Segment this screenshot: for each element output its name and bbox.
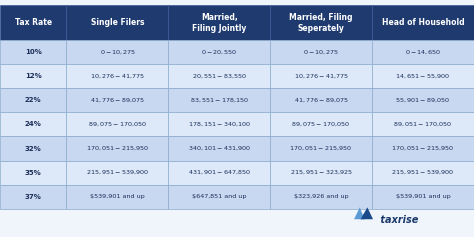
Text: $539,901 and up: $539,901 and up (90, 194, 145, 199)
Text: 24%: 24% (25, 122, 42, 128)
Text: $539,901 and up: $539,901 and up (396, 194, 450, 199)
Text: 35%: 35% (25, 169, 42, 176)
Bar (270, 160, 372, 185)
Text: $170,051 - $215,950: $170,051 - $215,950 (290, 145, 353, 152)
Text: $431,901 - $647,850: $431,901 - $647,850 (188, 169, 251, 176)
Bar (66, 5, 168, 41)
Bar (0, 160, 66, 185)
Text: $0 - $10,275: $0 - $10,275 (303, 49, 339, 56)
Text: $14,651 - $55,900: $14,651 - $55,900 (395, 73, 451, 80)
Text: $340,101 - $431,900: $340,101 - $431,900 (188, 145, 251, 152)
Bar (168, 88, 270, 113)
Bar (372, 113, 474, 137)
Text: $41,776 - $89,075: $41,776 - $89,075 (90, 97, 145, 104)
Bar (168, 64, 270, 88)
Text: Married, Filing
Seperately: Married, Filing Seperately (290, 13, 353, 33)
Bar (168, 137, 270, 160)
Bar (270, 41, 372, 64)
Text: $0 - $10,275: $0 - $10,275 (100, 49, 135, 56)
Text: $89,075 - $170,050: $89,075 - $170,050 (88, 121, 147, 128)
Bar (168, 113, 270, 137)
Bar (66, 137, 168, 160)
Bar (168, 41, 270, 64)
Bar (0, 88, 66, 113)
Text: $10,276 - $41,775: $10,276 - $41,775 (294, 73, 348, 80)
Bar (270, 137, 372, 160)
Text: $89,051 - $170,050: $89,051 - $170,050 (393, 121, 453, 128)
Bar (0, 185, 66, 209)
Bar (66, 113, 168, 137)
Bar (66, 185, 168, 209)
Text: $83,551 - $178,150: $83,551 - $178,150 (190, 97, 249, 104)
Bar (168, 160, 270, 185)
Text: 12%: 12% (25, 73, 42, 79)
Text: $0 - $20,550: $0 - $20,550 (201, 49, 237, 56)
Text: $215,951 - $323,925: $215,951 - $323,925 (290, 169, 353, 176)
Text: Single Filers: Single Filers (91, 18, 144, 27)
Bar (270, 88, 372, 113)
Bar (0, 64, 66, 88)
Text: 22%: 22% (25, 97, 42, 104)
Bar (66, 41, 168, 64)
Text: 37%: 37% (25, 194, 42, 200)
Bar (0, 137, 66, 160)
Bar (372, 88, 474, 113)
Text: Tax Rate: Tax Rate (15, 18, 52, 27)
Text: $323,926 and up: $323,926 and up (294, 194, 348, 199)
Text: $55,901 - $89,050: $55,901 - $89,050 (395, 97, 451, 104)
Bar (372, 160, 474, 185)
Bar (270, 5, 372, 41)
Text: 32%: 32% (25, 146, 42, 151)
Text: $41,776 - $89,075: $41,776 - $89,075 (294, 97, 348, 104)
Polygon shape (354, 207, 365, 219)
Bar (270, 113, 372, 137)
Text: $0 - $14,650: $0 - $14,650 (405, 49, 441, 56)
Bar (66, 88, 168, 113)
Bar (270, 185, 372, 209)
Text: Head of Household: Head of Household (382, 18, 465, 27)
Text: $215,951 - $539,900: $215,951 - $539,900 (392, 169, 455, 176)
Text: $89,075 - $170,050: $89,075 - $170,050 (292, 121, 351, 128)
Bar (372, 5, 474, 41)
Bar (168, 5, 270, 41)
Bar (372, 41, 474, 64)
Bar (168, 185, 270, 209)
Text: taxrise: taxrise (377, 215, 418, 225)
Text: $10,276 - $41,775: $10,276 - $41,775 (90, 73, 145, 80)
Text: $170,051 - $215,950: $170,051 - $215,950 (392, 145, 455, 152)
Polygon shape (361, 207, 373, 219)
Bar (372, 185, 474, 209)
Bar (0, 113, 66, 137)
Bar (0, 41, 66, 64)
Text: $215,951 - $539,900: $215,951 - $539,900 (86, 169, 149, 176)
Text: $647,851 and up: $647,851 and up (192, 194, 246, 199)
Bar (270, 64, 372, 88)
Bar (66, 64, 168, 88)
Text: 10%: 10% (25, 50, 42, 55)
Text: $20,551 - $83,550: $20,551 - $83,550 (191, 73, 247, 80)
Text: $178,151 - $340,100: $178,151 - $340,100 (188, 121, 251, 128)
Bar (66, 160, 168, 185)
Bar (0, 5, 66, 41)
Bar (372, 137, 474, 160)
Text: Married,
Filing Jointly: Married, Filing Jointly (192, 13, 246, 33)
Bar (372, 64, 474, 88)
Text: $170,051 - $215,950: $170,051 - $215,950 (86, 145, 149, 152)
